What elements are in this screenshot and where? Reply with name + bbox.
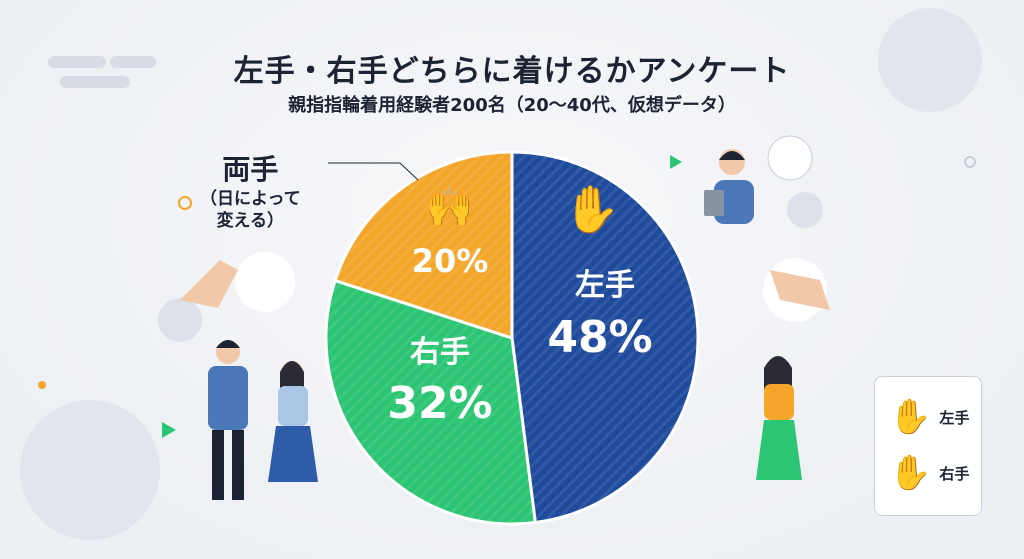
page-title: 左手・右手どちらに着けるかアンケート: [233, 54, 791, 89]
left-hand-icon: ✋: [563, 182, 620, 236]
white-hand-icon: ✋: [888, 397, 932, 438]
legend-item-right: ✋ 右手: [888, 453, 970, 494]
skin-hand-icon: ✋: [888, 453, 932, 494]
person-woman-right-illustration: [756, 356, 802, 480]
deco-ring: [178, 196, 192, 210]
page-subtitle: 親指指輪着用経験者200名（20〜40代、仮想データ）: [288, 95, 736, 116]
pie-slice-texture-2: [335, 152, 512, 338]
speech-bubble: [767, 135, 813, 181]
person-tablet-illustration: [704, 149, 754, 224]
deco-dot: [38, 381, 46, 389]
deco-bar: [48, 56, 106, 68]
deco-circle: [787, 192, 823, 228]
deco-triangle: [670, 155, 682, 169]
deco-circle: [158, 298, 202, 342]
deco-bar: [110, 56, 156, 68]
callout-label: 両手: [222, 153, 279, 186]
speech-bubble: [235, 252, 295, 312]
deco-bar: [60, 76, 130, 88]
legend-label: 左手: [939, 408, 970, 427]
pie-slice-texture-1: [325, 280, 536, 524]
slice-value-label-right: 32%: [387, 378, 492, 429]
deco-triangle: [162, 422, 176, 438]
deco-circle: [878, 8, 982, 112]
legend: ✋ 左手 ✋ 右手: [874, 376, 982, 516]
deco-circle: [20, 400, 160, 540]
person-man-illustration: [208, 340, 248, 500]
both-hands-callout: 両手 （日によって 変える）: [200, 148, 301, 232]
both-hands-icon: 🙌: [426, 185, 473, 229]
callout-line: [399, 162, 419, 181]
slice-name-label-left: 左手: [575, 268, 635, 303]
legend-item-left: ✋ 左手: [888, 397, 970, 438]
pie-slice-texture-0: [512, 152, 699, 523]
hand-ring-illustration: [180, 260, 238, 308]
slice-name-label-right: 右手: [410, 335, 470, 370]
legend-label: 右手: [939, 464, 970, 483]
slice-value-label-both: 20%: [412, 242, 489, 280]
person-woman-left-illustration: [268, 361, 318, 482]
hand-ring-illustration: [770, 270, 830, 310]
callout-note: （日によって 変える）: [200, 189, 301, 231]
deco-ring: [964, 156, 976, 168]
slice-value-label-left: 48%: [547, 312, 652, 363]
